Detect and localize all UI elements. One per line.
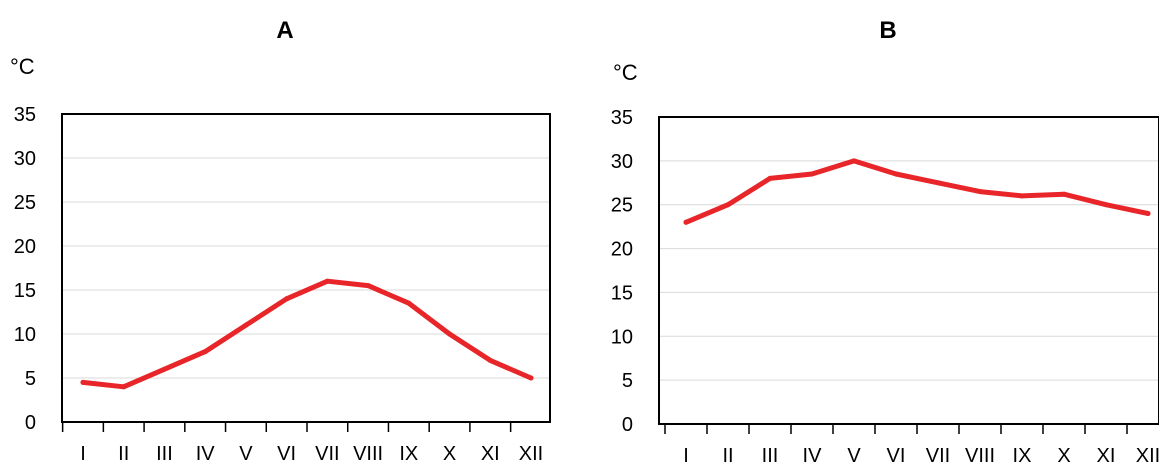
x-tick-label: V <box>847 445 861 467</box>
data-point <box>202 349 208 355</box>
chart-b-x-tick-marks <box>664 424 1128 434</box>
x-tick-label: VII <box>315 443 339 465</box>
chart-a-y-unit: °C <box>10 54 35 79</box>
x-tick-label: II <box>118 443 129 465</box>
x-tick-label: VI <box>887 445 906 467</box>
y-tick-label: 35 <box>611 107 633 129</box>
data-point <box>243 322 249 328</box>
chart-b-title: B <box>879 17 896 44</box>
data-point <box>977 189 983 195</box>
data-point <box>528 375 534 381</box>
y-tick-label: 5 <box>622 370 633 392</box>
chart-b-plot-frame <box>658 116 1159 425</box>
chart-a-title: A <box>276 17 293 44</box>
y-tick-label: 15 <box>14 280 36 302</box>
chart-a-gridlines <box>62 157 550 379</box>
x-tick-label: X <box>1057 445 1070 467</box>
data-point <box>767 175 773 181</box>
data-point <box>121 384 127 390</box>
chart-a-y-tick-labels: 0 5 10 15 20 25 30 35 <box>14 104 36 434</box>
data-point <box>406 300 412 306</box>
data-point <box>809 171 815 177</box>
chart-a-x-tick-labels: I II III IV V VI VII VIII IX X XI XII <box>80 443 543 465</box>
x-tick-label: VIII <box>965 445 995 467</box>
data-point <box>1145 210 1151 216</box>
chart-b-y-tick-labels: 0 5 10 15 20 25 30 35 <box>611 107 633 436</box>
data-point <box>80 379 86 385</box>
data-point <box>725 202 731 208</box>
x-tick-label: I <box>683 445 689 467</box>
data-point <box>1061 191 1067 197</box>
y-tick-label: 10 <box>14 324 36 346</box>
x-tick-label: XI <box>481 443 500 465</box>
x-tick-label: III <box>156 443 173 465</box>
y-tick-label: 25 <box>14 192 36 214</box>
data-point <box>447 331 453 337</box>
x-tick-label: II <box>722 445 733 467</box>
x-tick-label: III <box>762 445 779 467</box>
chart-b-y-unit: °C <box>613 60 638 85</box>
x-tick-label: IX <box>1013 445 1032 467</box>
y-tick-label: 10 <box>611 326 633 348</box>
chart-a-series-line <box>80 278 534 390</box>
y-tick-label: 0 <box>622 414 633 436</box>
data-point <box>284 296 290 302</box>
chart-a-plot-frame <box>61 113 551 423</box>
chart-b-data-points <box>683 158 1151 225</box>
data-point <box>1019 193 1025 199</box>
y-tick-label: 5 <box>25 368 36 390</box>
y-tick-label: 20 <box>14 236 36 258</box>
x-tick-label: X <box>443 443 456 465</box>
x-tick-label: IX <box>399 443 418 465</box>
data-point <box>683 219 689 225</box>
x-tick-label: I <box>80 443 86 465</box>
y-tick-label: 35 <box>14 104 36 126</box>
x-tick-label: IV <box>803 445 823 467</box>
data-point <box>851 158 857 164</box>
data-point <box>365 283 371 289</box>
data-point <box>324 278 330 284</box>
y-tick-label: 25 <box>611 195 633 217</box>
x-tick-label: XII <box>519 443 543 465</box>
x-tick-label: XII <box>1136 445 1159 467</box>
chart-a-x-tick-marks <box>61 422 512 432</box>
y-tick-label: 15 <box>611 282 633 304</box>
y-tick-label: 20 <box>611 239 633 261</box>
data-point <box>161 366 167 372</box>
data-point <box>935 180 941 186</box>
data-point <box>487 357 493 363</box>
chart-b-gridlines <box>659 160 1159 381</box>
x-tick-label: XI <box>1097 445 1116 467</box>
x-tick-label: IV <box>196 443 216 465</box>
y-tick-label: 0 <box>25 412 36 434</box>
y-tick-label: 30 <box>611 151 633 173</box>
chart-b-series-line <box>683 158 1151 225</box>
chart-a-data-points <box>80 278 534 390</box>
x-tick-label: VIII <box>353 443 383 465</box>
x-tick-label: VI <box>277 443 296 465</box>
y-tick-label: 30 <box>14 148 36 170</box>
data-point <box>893 171 899 177</box>
data-point <box>1103 202 1109 208</box>
chart-b-x-tick-labels: I II III IV V VI VII VIII IX X XI XII <box>683 445 1159 467</box>
x-tick-label: VII <box>926 445 950 467</box>
x-tick-label: V <box>239 443 253 465</box>
